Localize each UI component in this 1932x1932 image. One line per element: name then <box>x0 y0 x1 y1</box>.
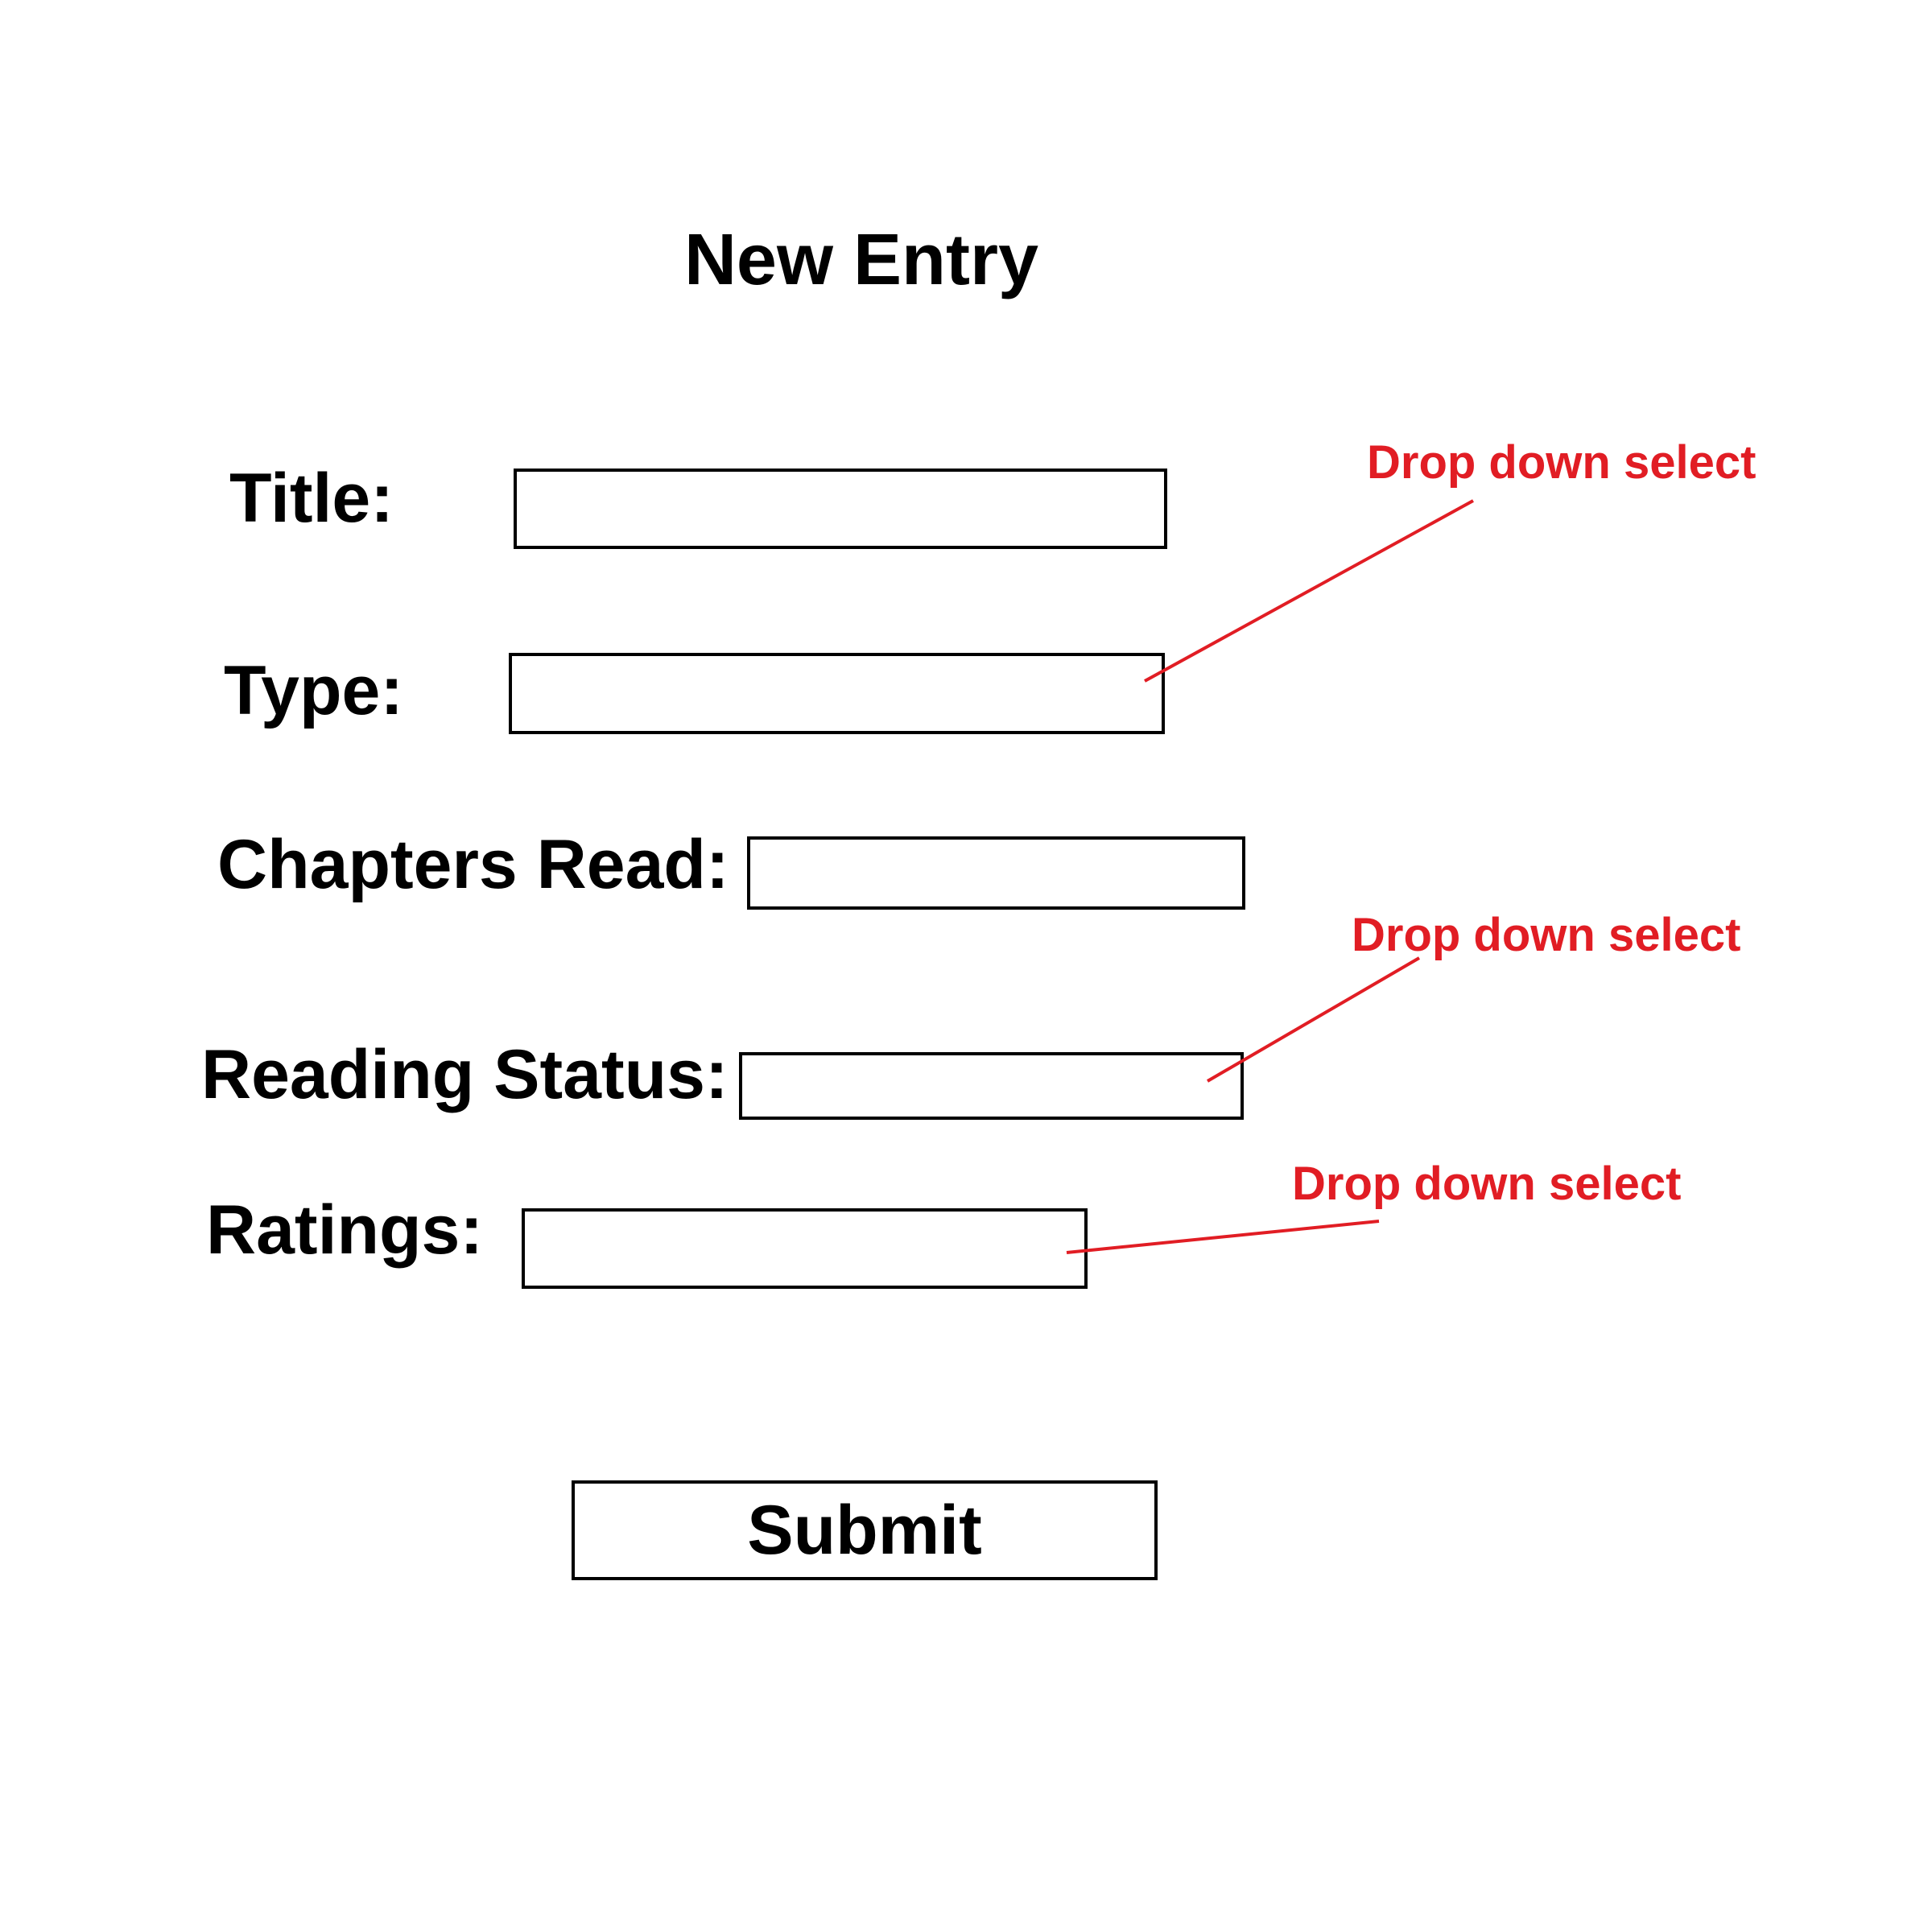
reading-status-select[interactable] <box>739 1052 1244 1120</box>
type-dropdown-annotation: Drop down select <box>1367 436 1757 489</box>
title-label: Title: <box>229 460 394 537</box>
page-title: New Entry <box>683 220 1039 300</box>
type-select[interactable] <box>509 653 1165 734</box>
chapters-read-label: Chapters Read: <box>217 826 729 903</box>
type-label: Type: <box>224 652 403 729</box>
ratings-dropdown-annotation: Drop down select <box>1292 1158 1682 1210</box>
title-input[interactable] <box>514 469 1167 549</box>
reading-status-label: Reading Status: <box>201 1036 729 1113</box>
type-leader-line <box>1144 499 1474 683</box>
ratings-label: Ratings: <box>206 1191 483 1269</box>
ratings-select[interactable] <box>522 1208 1088 1289</box>
reading-status-dropdown-annotation: Drop down select <box>1352 909 1741 961</box>
ratings-leader-line <box>1066 1220 1380 1254</box>
chapters-read-input[interactable] <box>747 836 1245 910</box>
submit-button[interactable]: Submit <box>572 1480 1158 1580</box>
